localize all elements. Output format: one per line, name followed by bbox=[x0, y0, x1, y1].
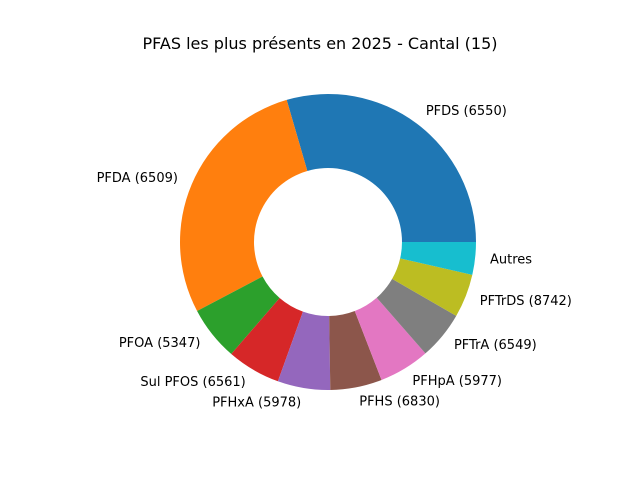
chart-title: PFAS les plus présents en 2025 - Cantal … bbox=[143, 34, 498, 53]
slice-9 bbox=[400, 242, 476, 275]
slice-label-3: Sul PFOS (6561) bbox=[140, 375, 245, 390]
slice-label-9: Autres bbox=[490, 253, 532, 268]
slice-label-2: PFOA (5347) bbox=[119, 336, 201, 351]
slice-4 bbox=[277, 311, 331, 390]
slice-5 bbox=[329, 310, 382, 390]
slices-group bbox=[180, 94, 477, 390]
slice-label-6: PFHpA (5977) bbox=[412, 374, 502, 389]
slice-3 bbox=[231, 298, 303, 382]
slice-label-8: PFTrDS (8742) bbox=[480, 294, 572, 309]
slice-7 bbox=[376, 278, 457, 354]
slice-0 bbox=[286, 94, 477, 242]
slice-6 bbox=[354, 297, 426, 380]
slice-label-0: PFDS (6550) bbox=[426, 104, 507, 119]
slice-label-5: PFHS (6830) bbox=[359, 394, 440, 409]
slice-label-7: PFTrA (6549) bbox=[454, 338, 537, 353]
slice-label-4: PFHxA (5978) bbox=[212, 395, 301, 410]
slice-8 bbox=[392, 258, 473, 316]
slice-1 bbox=[180, 99, 308, 312]
labels-group: PFDS (6550) PFDA (6509) PFOA (5347) Sul PFO… bbox=[97, 104, 572, 410]
slice-label-1: PFDA (6509) bbox=[97, 171, 178, 186]
slice-2 bbox=[197, 276, 280, 355]
